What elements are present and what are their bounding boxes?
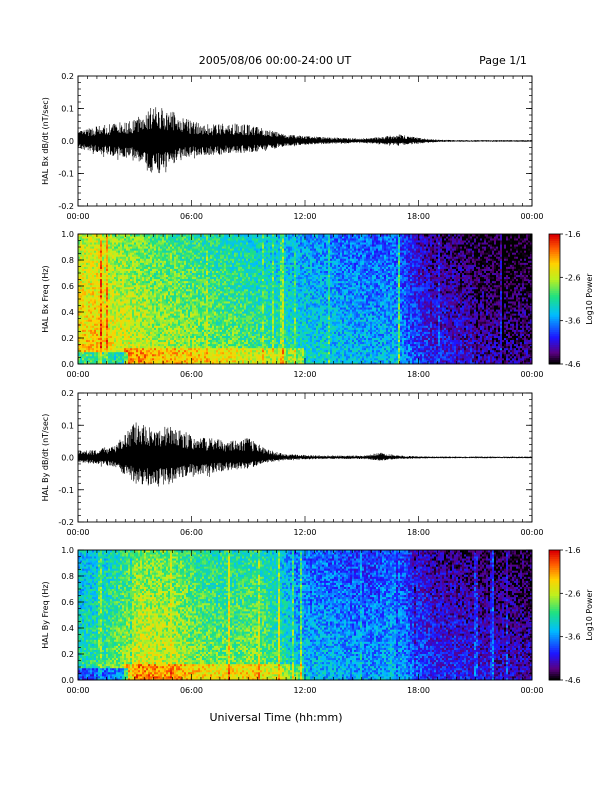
panel-1: 00:00 06:00 12:00 18:00 00:00-0.2-0.10.00.10…	[41, 72, 544, 221]
page-number: Page 1/1	[479, 54, 527, 67]
y-axis-label: HAL Bx dB/dt (nT/sec)	[41, 97, 50, 185]
y-tick-label: 0.2	[61, 72, 74, 81]
y-tick-label: -0.2	[58, 202, 74, 211]
y-tick-label: 0.1	[61, 105, 74, 114]
spectrogram	[78, 234, 532, 364]
x-tick-label: 12:00	[293, 212, 316, 221]
figure-title: 2005/08/06 00:00-24:00 UT	[199, 54, 352, 67]
trace-line	[78, 107, 532, 173]
x-tick-label: 18:00	[407, 212, 430, 221]
y-tick-label: 0.0	[61, 137, 74, 146]
x-tick-label: 00:00	[520, 212, 543, 221]
x-tick-label: 00:00	[66, 212, 89, 221]
y-tick-label: -0.1	[58, 170, 74, 179]
x-tick-label: 06:00	[180, 212, 203, 221]
panel-2: 00:00 06:00 12:00 18:00 00:000.00.20.40.60.8…	[41, 230, 594, 379]
